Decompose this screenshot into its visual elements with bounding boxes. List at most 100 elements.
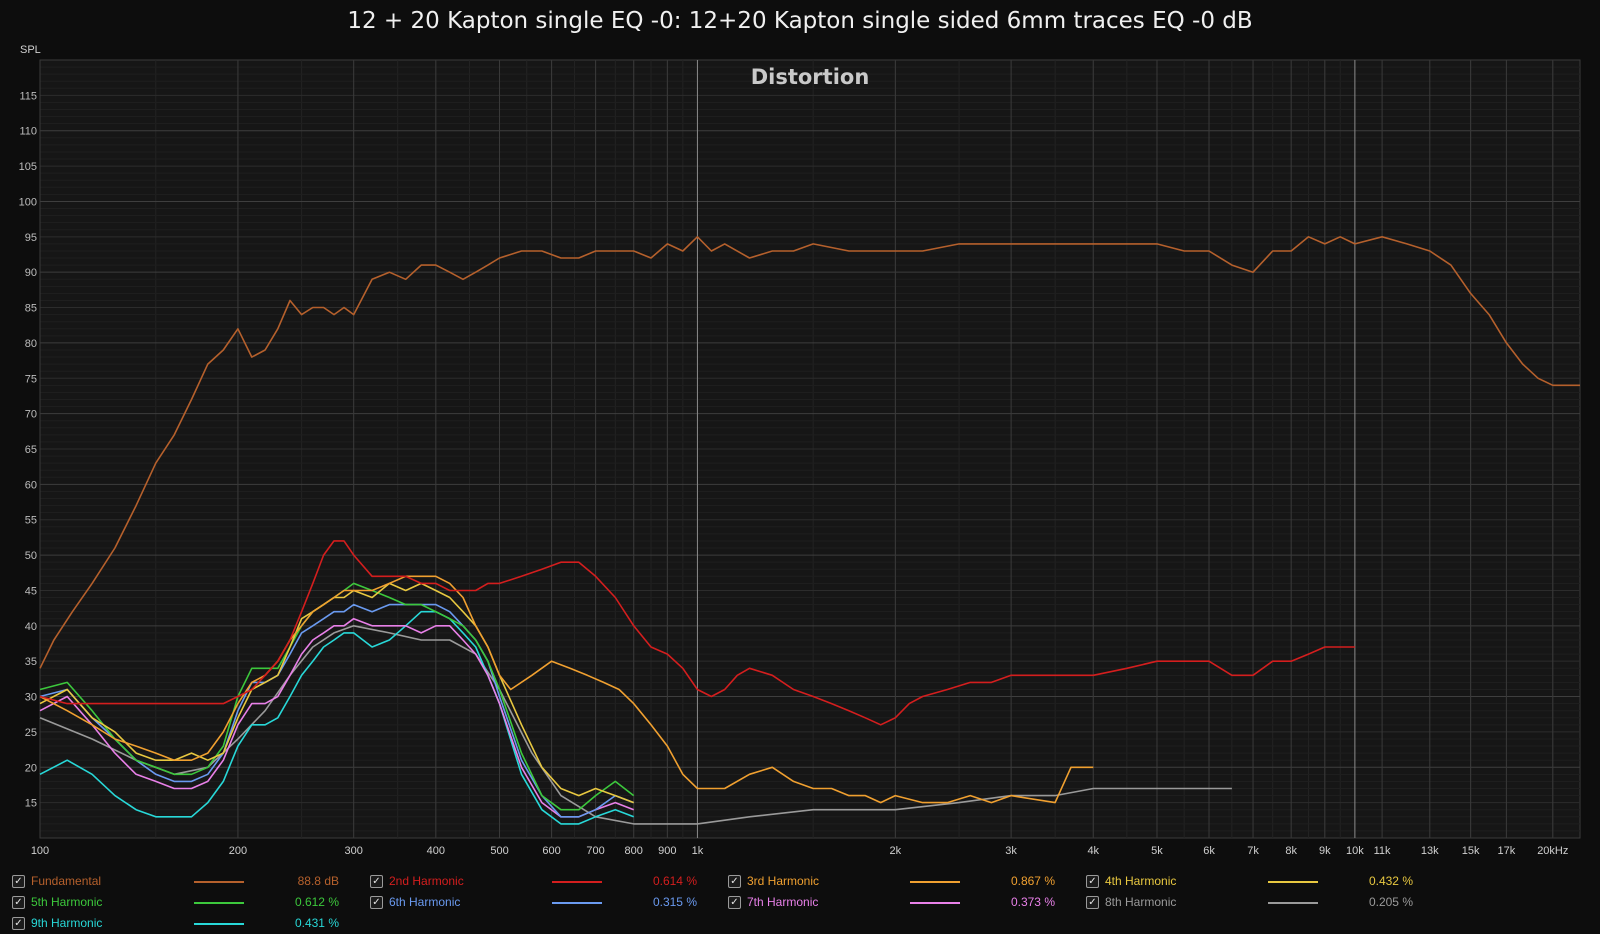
- legend-label: 9th Harmonic: [31, 916, 103, 930]
- series-line-fundamental: [39, 236, 1580, 669]
- legend-value: 0.205 %: [1368, 895, 1413, 909]
- legend-item-7th-harmonic[interactable]: ✓ 7th Harmonic 0.373 %: [728, 895, 1068, 913]
- x-tick-label: 800: [625, 845, 643, 857]
- legend-swatch: [1268, 881, 1318, 883]
- y-tick-label: 80: [25, 338, 37, 350]
- legend-checkbox[interactable]: ✓: [370, 875, 383, 888]
- x-tick-label: 3k: [1005, 845, 1017, 857]
- y-tick-label: 90: [25, 267, 37, 279]
- x-tick-labels: 100 200 300 400 500 600 700 800 900 1k 2k 3k 4k 5k 6k 7…: [31, 845, 1569, 857]
- legend-label: 3rd Harmonic: [747, 874, 820, 888]
- legend-checkbox[interactable]: ✓: [1086, 875, 1099, 888]
- legend-value: 0.614 %: [652, 874, 697, 888]
- legend-checkbox[interactable]: ✓: [370, 896, 383, 909]
- legend-value: 0.612 %: [294, 895, 339, 909]
- x-tick-label: 300: [344, 845, 362, 857]
- y-tick-label: 65: [25, 444, 37, 456]
- legend-item-2nd-harmonic[interactable]: ✓ 2nd Harmonic 0.614 %: [370, 874, 710, 892]
- legend-value: 0.373 %: [1010, 895, 1055, 909]
- x-tick-label: 9k: [1319, 845, 1331, 857]
- y-tick-label: 35: [25, 656, 37, 668]
- y-tick-label: 15: [25, 798, 37, 810]
- y-tick-label: 30: [25, 692, 37, 704]
- x-tick-label: 7k: [1247, 845, 1259, 857]
- legend-checkbox[interactable]: ✓: [12, 875, 25, 888]
- legend-swatch: [910, 881, 960, 883]
- x-tick-label: 6k: [1203, 845, 1215, 857]
- x-tick-label: 13k: [1421, 845, 1439, 857]
- x-tick-label: 900: [658, 845, 676, 857]
- x-tick-label: 11k: [1374, 845, 1391, 857]
- legend-value: 0.867 %: [1010, 874, 1055, 888]
- legend-label: Fundamental: [31, 874, 102, 888]
- distortion-annotation: Distortion: [751, 65, 870, 89]
- y-tick-label: 95: [25, 232, 37, 244]
- legend-swatch: [194, 881, 244, 883]
- series-curves: [39, 236, 1580, 825]
- series-line-6th-harmonic: [39, 603, 634, 818]
- x-tick-label: 600: [542, 845, 560, 857]
- legend-swatch: [194, 923, 244, 925]
- x-tick-label: 20kHz: [1537, 845, 1568, 857]
- y-tick-labels: 15 20 25 30 35 40 45 50 55 60 65 70 75 80 85 90 95 100 105…: [19, 90, 37, 809]
- x-tick-label: 500: [490, 845, 508, 857]
- series-line-4th-harmonic: [39, 582, 634, 804]
- y-tick-label: 110: [19, 126, 37, 138]
- legend-swatch: [1268, 902, 1318, 904]
- x-tick-label: 8k: [1285, 845, 1297, 857]
- x-tick-label: 200: [229, 845, 247, 857]
- y-tick-label: 105: [19, 161, 37, 173]
- y-tick-label: 40: [25, 621, 37, 633]
- x-tick-label: 10k: [1346, 845, 1364, 857]
- x-tick-label: 1k: [692, 845, 704, 857]
- x-tick-label: 15k: [1462, 845, 1480, 857]
- legend-value: 88.8 dB: [297, 874, 339, 888]
- series-line-8th-harmonic: [39, 625, 1232, 825]
- y-tick-label: 55: [25, 515, 37, 527]
- legend-checkbox[interactable]: ✓: [728, 896, 741, 909]
- x-tick-label: 5k: [1151, 845, 1163, 857]
- x-tick-label: 700: [586, 845, 604, 857]
- legend-value: 0.431 %: [294, 916, 339, 930]
- legend-value: 0.315 %: [652, 895, 697, 909]
- legend-label: 2nd Harmonic: [389, 874, 464, 888]
- legend-item-5th-harmonic[interactable]: ✓ 5th Harmonic 0.612 %: [12, 895, 352, 913]
- legend: ✓ Fundamental 88.8 dB ✓ 2nd Harmonic 0.614 % ✓…: [0, 866, 1600, 932]
- y-axis-label: SPL: [20, 44, 41, 56]
- y-tick-label: 75: [25, 373, 37, 385]
- legend-value: 0.432 %: [1368, 874, 1413, 888]
- distortion-plot: 15 20 25 30 35 40 45 50 55 60 65 70 75 80 85 90 95 100 105…: [19, 44, 1581, 857]
- grid-lines: [39, 60, 1580, 838]
- legend-swatch: [194, 902, 244, 904]
- x-tick-label: 2k: [890, 845, 902, 857]
- series-line-7th-harmonic: [39, 617, 634, 818]
- legend-checkbox[interactable]: ✓: [728, 875, 741, 888]
- legend-checkbox[interactable]: ✓: [1086, 896, 1099, 909]
- legend-label: 5th Harmonic: [31, 895, 103, 909]
- legend-checkbox[interactable]: ✓: [12, 896, 25, 909]
- legend-item-4th-harmonic[interactable]: ✓ 4th Harmonic 0.432 %: [1086, 874, 1426, 892]
- legend-label: 4th Harmonic: [1105, 874, 1177, 888]
- y-tick-label: 45: [25, 585, 37, 597]
- series-line-9th-harmonic: [39, 610, 634, 825]
- series-line-3rd-harmonic: [39, 575, 1094, 804]
- legend-item-3rd-harmonic[interactable]: ✓ 3rd Harmonic 0.867 %: [728, 874, 1068, 892]
- x-tick-label: 400: [427, 845, 445, 857]
- legend-item-9th-harmonic[interactable]: ✓ 9th Harmonic 0.431 %: [12, 916, 352, 934]
- legend-checkbox[interactable]: ✓: [12, 917, 25, 930]
- y-tick-label: 20: [25, 762, 37, 774]
- legend-swatch: [910, 902, 960, 904]
- legend-item-6th-harmonic[interactable]: ✓ 6th Harmonic 0.315 %: [370, 895, 710, 913]
- legend-swatch: [552, 902, 602, 904]
- y-tick-label: 100: [19, 196, 37, 208]
- legend-item-8th-harmonic[interactable]: ✓ 8th Harmonic 0.205 %: [1086, 895, 1426, 913]
- legend-label: 6th Harmonic: [389, 895, 461, 909]
- legend-item-fundamental[interactable]: ✓ Fundamental 88.8 dB: [12, 874, 352, 892]
- chart-title: 12 + 20 Kapton single EQ -0: 12+20 Kapto…: [347, 8, 1253, 34]
- legend-label: 8th Harmonic: [1105, 895, 1177, 909]
- legend-swatch: [552, 881, 602, 883]
- y-tick-label: 85: [25, 303, 37, 315]
- x-tick-label: 17k: [1498, 845, 1516, 857]
- y-tick-label: 70: [25, 409, 37, 421]
- y-tick-label: 50: [25, 550, 37, 562]
